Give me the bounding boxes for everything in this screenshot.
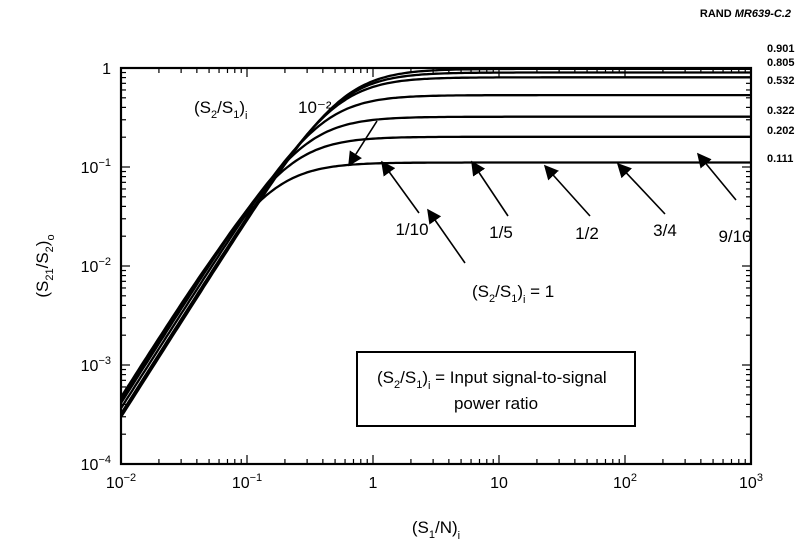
plot-frame [119, 66, 753, 466]
end-value-label: 0.202 [767, 125, 795, 137]
end-value-label: 0.901 [767, 43, 795, 55]
series-label: 1/5 [489, 223, 513, 242]
y-axis-label: (S21/S2)o [33, 234, 57, 297]
x-tick-label: 103 [739, 472, 763, 492]
figure-id: RAND MR639-C.2 [700, 8, 791, 20]
y-tick-label: 10−3 [81, 355, 111, 375]
bottom-series-label: (S2/S1)i = 1 [472, 282, 554, 306]
legend-line-2: power ratio [454, 394, 538, 413]
arrow-3 [471, 160, 509, 217]
series-label: 1/10 [395, 220, 428, 239]
arrow-7 [427, 208, 466, 264]
series-line-3 [120, 76, 751, 415]
y-tick-label: 1 [102, 61, 111, 78]
series-label: 1/2 [575, 224, 599, 243]
series-label: 9/10 [718, 227, 751, 246]
tick-labels: 10−2 10−1 1 10 102 103 1 10−1 10−2 10−3 10−4 [81, 61, 763, 492]
end-value-label: 0.805 [767, 57, 795, 69]
x-tick-label: 102 [613, 472, 637, 492]
arrow-5 [616, 162, 666, 215]
legend-line-1: (S2/S1)i = Input signal-to-signal [377, 368, 607, 392]
arrow-2 [381, 160, 420, 214]
arrow-4 [543, 164, 591, 217]
arrow-6 [696, 152, 737, 201]
x-tick-label: 10−1 [232, 472, 262, 492]
x-axis-label: (S1/N)i [412, 518, 460, 542]
top-series-label: (S2/S1)i [194, 98, 247, 122]
y-tick-label: 10−1 [81, 157, 111, 177]
end-value-label: 0.111 [767, 153, 793, 165]
top-series-value: 10⁻² [298, 98, 332, 117]
end-value-label: 0.532 [767, 75, 795, 87]
y-tick-label: 10−2 [81, 256, 111, 276]
series-curves [120, 67, 751, 418]
annotation-arrows [348, 120, 737, 264]
x-tick-label: 10 [490, 475, 508, 492]
y-tick-label: 10−4 [81, 454, 111, 474]
end-value-label: 0.322 [767, 105, 795, 117]
series-label: 3/4 [653, 221, 677, 240]
series-line-4 [120, 93, 751, 409]
org-label: RAND [699, 8, 732, 20]
x-tick-label: 1 [369, 475, 378, 492]
doc-id-label: MR639-C.2 [734, 8, 791, 20]
legend-box [356, 351, 636, 427]
x-tick-label: 10−2 [106, 472, 136, 492]
axis-labels: (S1/N)i (S21/S2)o [33, 234, 460, 542]
end-value-labels: 0.901 0.805 0.532 0.322 0.202 0.111 [767, 43, 795, 165]
arrow-1 [348, 120, 378, 167]
series-line-7 [120, 161, 751, 398]
annotations: 1/10 1/5 1/2 3/4 9/10 (S2/S1)i 10⁻² (S2/S1)i = … [194, 98, 752, 427]
